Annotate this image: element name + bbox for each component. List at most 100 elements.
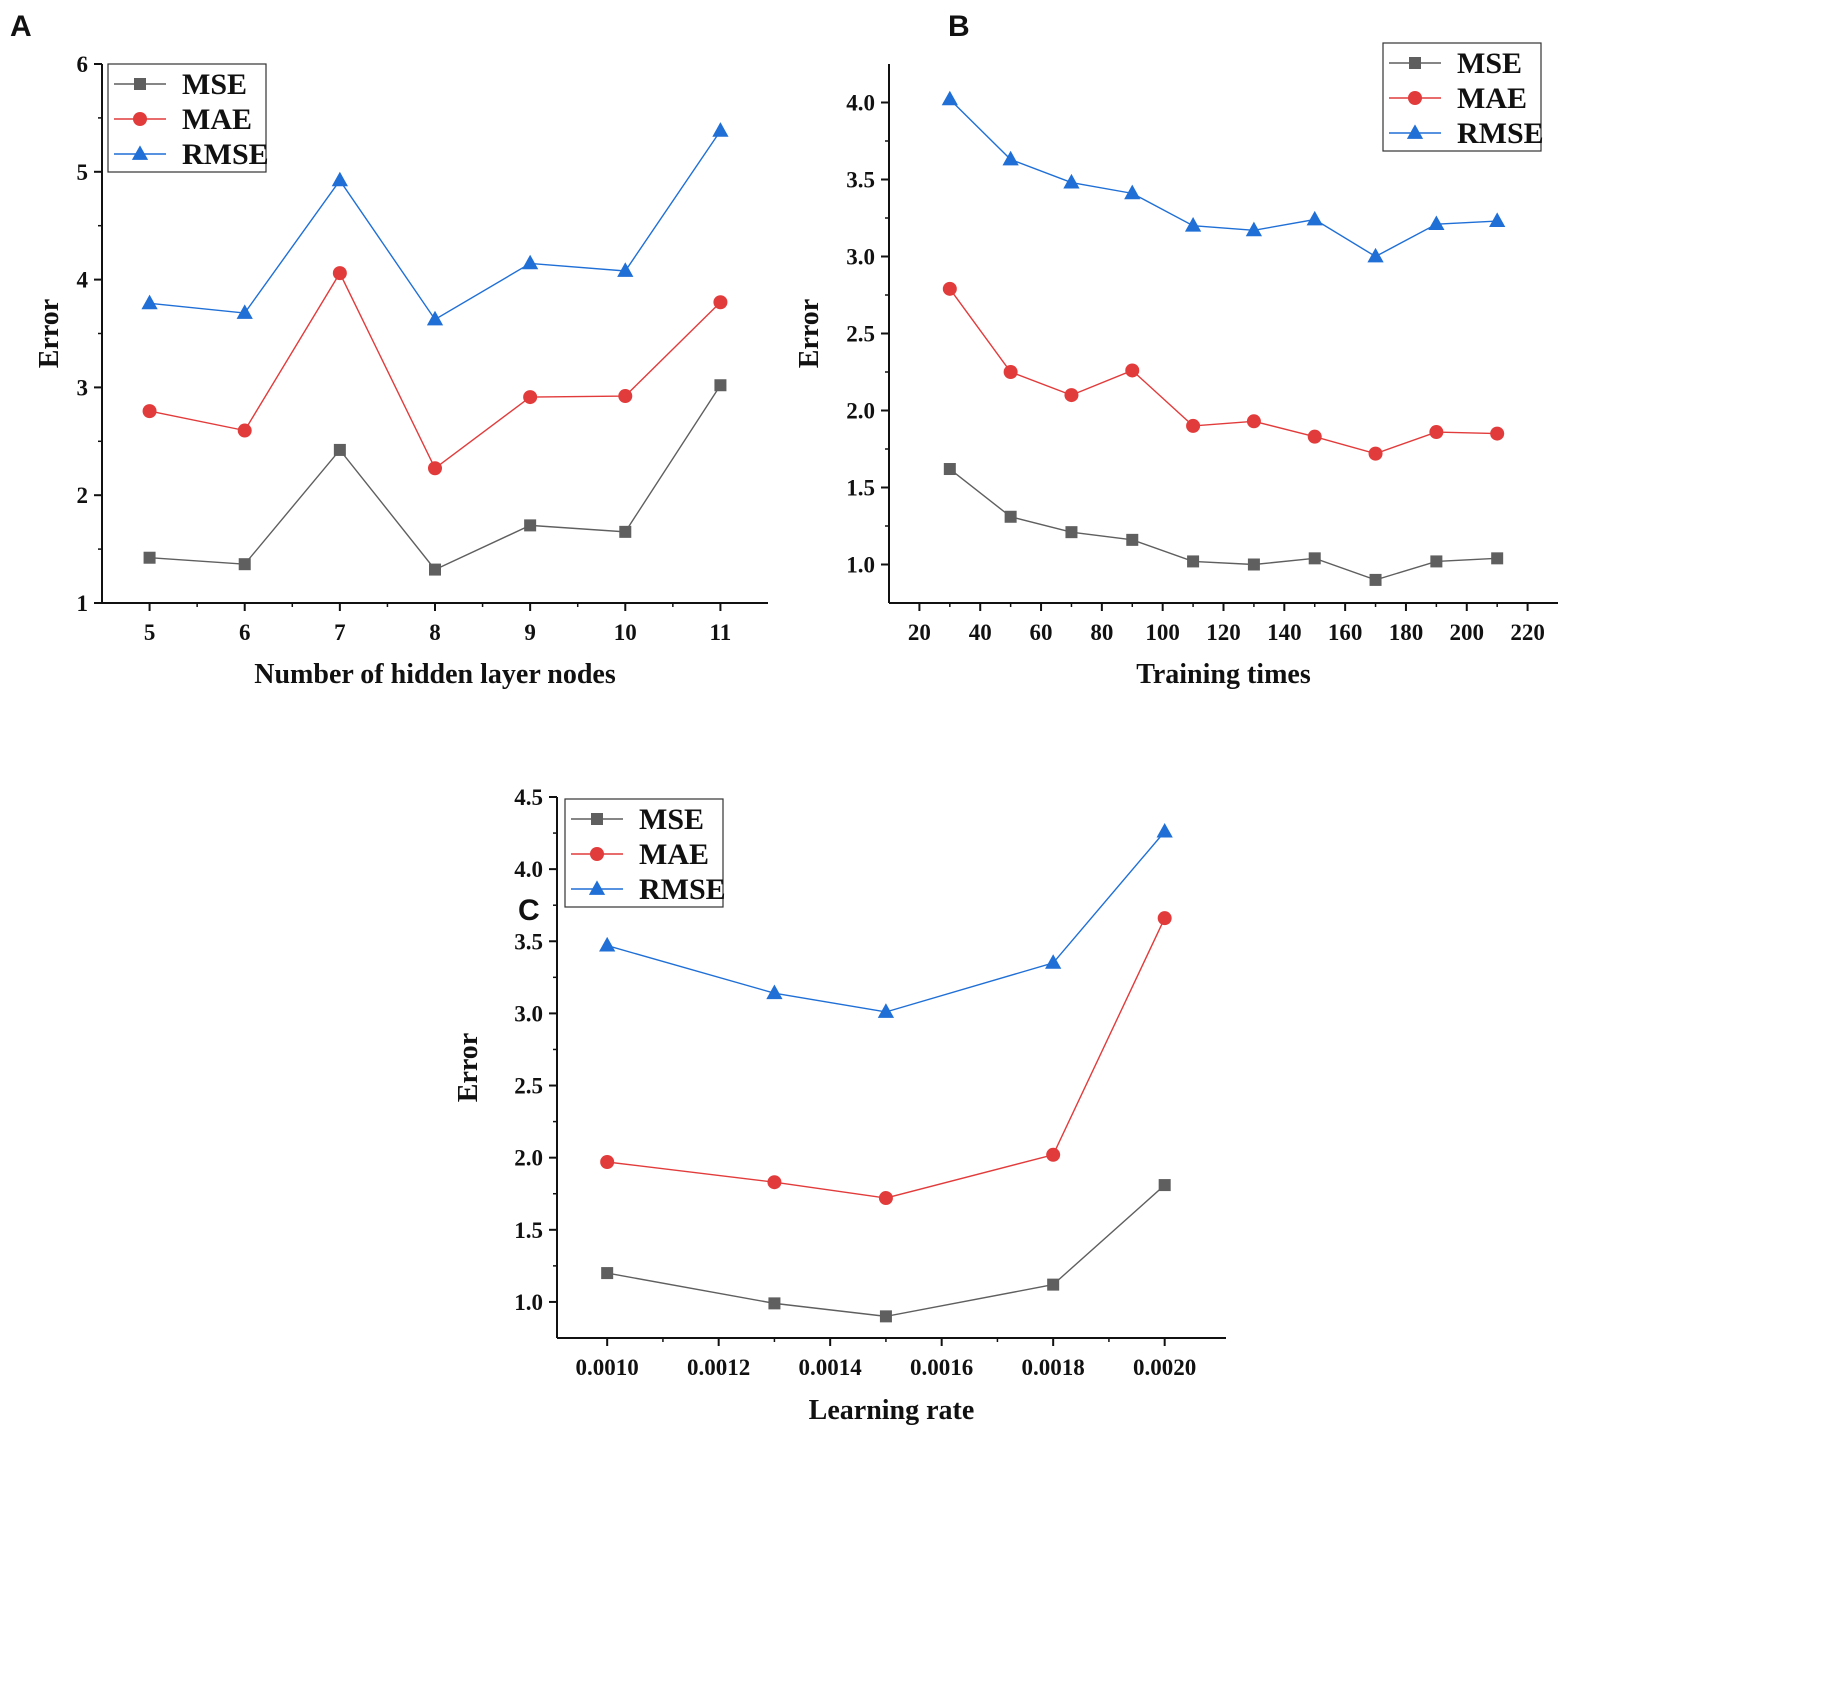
data-point-rmse <box>1002 150 1019 166</box>
y-axis-label: Error <box>34 299 65 368</box>
data-point-rmse <box>1045 954 1062 969</box>
legend-marker-mse <box>591 813 603 825</box>
y-tick-label: 4.0 <box>846 91 875 116</box>
data-point-rmse <box>522 254 539 270</box>
chart-panel-b: 1.0 1.5 2.0 2.5 3.0 3.5 4.0 20 40 60 80 100 120 140 16… <box>794 42 1558 690</box>
y-tick-label: 4 <box>77 268 89 293</box>
x-tick-label: 10 <box>614 620 637 645</box>
data-point-mae <box>428 461 442 476</box>
data-point-mse <box>1004 510 1017 523</box>
data-point-mae <box>1490 426 1505 441</box>
legend-label-rmse: RMSE <box>182 138 269 171</box>
x-tick-label: 20 <box>908 620 931 645</box>
data-point-mae <box>878 1191 893 1206</box>
y-tick-label: 3.0 <box>514 1001 543 1026</box>
chart-panel-a: 1 2 3 4 5 6 5 6 7 8 9 10 11 Number of hidden layer no… <box>34 52 768 690</box>
y-tick-label: 3.5 <box>846 168 875 193</box>
y-tick-label: 5 <box>77 160 89 185</box>
x-axis-label: Learning rate <box>809 1395 975 1426</box>
chart-panel-c: 1.0 1.5 2.0 2.5 3.0 3.5 4.0 4.5 0.0010 0.0012 0.00… <box>453 785 1226 1426</box>
data-point-mae <box>1003 365 1018 379</box>
x-tick-label: 0.0018 <box>1022 1355 1085 1380</box>
y-tick-label: 1.5 <box>514 1218 543 1243</box>
y-tick-label: 2.5 <box>846 322 875 347</box>
legend-label-rmse: RMSE <box>1457 117 1544 150</box>
x-tick-label: 7 <box>334 620 346 645</box>
legend-marker-rmse <box>131 145 149 160</box>
x-tick-label: 40 <box>969 620 992 645</box>
legend-label-mse: MSE <box>182 68 247 101</box>
data-point-mse <box>601 1267 614 1280</box>
x-axis-label: Number of hidden layer nodes <box>254 659 616 690</box>
data-point-mae <box>1186 418 1201 433</box>
y-tick-label: 3.0 <box>846 245 875 270</box>
data-point-rmse <box>617 262 634 277</box>
data-point-mae <box>600 1154 615 1169</box>
y-axis-label: Error <box>453 1033 484 1102</box>
data-point-rmse <box>1184 217 1202 232</box>
y-tick-label: 1.0 <box>514 1290 543 1315</box>
x-axis-label: Training times <box>1136 659 1311 690</box>
x-tick-label: 220 <box>1510 620 1545 645</box>
data-point-rmse <box>877 1003 895 1018</box>
x-tick-label: 80 <box>1090 620 1113 645</box>
series-line-mse <box>149 384 722 571</box>
legend-marker-mse <box>134 78 146 90</box>
data-point-rmse <box>712 122 729 137</box>
x-tick-label: 160 <box>1328 620 1363 645</box>
data-point-mse <box>1430 555 1443 568</box>
legend-marker-mae <box>1408 91 1422 105</box>
data-point-mse <box>1369 573 1382 586</box>
data-point-mae <box>1046 1147 1061 1162</box>
y-tick-label: 2.0 <box>514 1146 543 1171</box>
data-point-mse <box>524 519 537 532</box>
legend-marker-rmse <box>1406 124 1424 139</box>
data-point-mae <box>332 266 347 281</box>
x-tick-label: 9 <box>524 620 536 645</box>
y-tick-label: 2.5 <box>514 1074 543 1099</box>
y-tick-label: 3.5 <box>514 929 543 954</box>
data-point-rmse <box>1367 247 1384 263</box>
x-tick-label: 11 <box>710 620 732 645</box>
data-point-mse <box>1247 558 1260 571</box>
data-point-mse <box>1308 552 1321 565</box>
data-point-mse <box>429 563 441 576</box>
series-line-mae <box>149 271 721 470</box>
series-line-rmse <box>949 98 1498 258</box>
data-point-mae <box>942 281 957 296</box>
x-tick-label: 6 <box>239 620 251 645</box>
data-point-mae <box>1157 911 1172 926</box>
y-axis-label: Error <box>794 299 825 368</box>
data-point-mse <box>714 379 727 392</box>
data-point-mse <box>333 443 346 456</box>
data-point-mse <box>143 551 156 564</box>
series-line-mae <box>949 288 1498 455</box>
data-point-mae <box>142 404 157 419</box>
data-point-rmse <box>141 294 158 310</box>
data-point-mse <box>1158 1179 1171 1192</box>
x-tick-label: 60 <box>1030 620 1053 645</box>
x-tick-label: 0.0014 <box>799 1355 863 1380</box>
data-point-mae <box>767 1175 782 1190</box>
data-point-rmse <box>1306 210 1323 226</box>
x-tick-label: 100 <box>1145 620 1180 645</box>
data-point-rmse <box>426 310 444 326</box>
x-tick-label: 5 <box>144 620 156 645</box>
data-point-rmse <box>1489 212 1506 227</box>
data-point-rmse <box>236 304 253 319</box>
y-tick-label: 4.5 <box>514 785 543 810</box>
data-point-mse <box>879 1310 892 1323</box>
data-point-rmse <box>941 90 958 106</box>
data-point-mse <box>1047 1278 1060 1291</box>
y-tick-label: 2.0 <box>846 399 875 424</box>
data-point-mse <box>238 558 251 571</box>
y-tick-label: 4.0 <box>514 857 543 882</box>
legend-label-mse: MSE <box>639 803 704 836</box>
data-point-mae <box>1246 414 1261 429</box>
y-tick-label: 1.0 <box>846 553 875 578</box>
data-point-mse <box>1065 526 1078 539</box>
data-point-mse <box>619 525 632 538</box>
legend-label-mae: MAE <box>1457 82 1527 115</box>
